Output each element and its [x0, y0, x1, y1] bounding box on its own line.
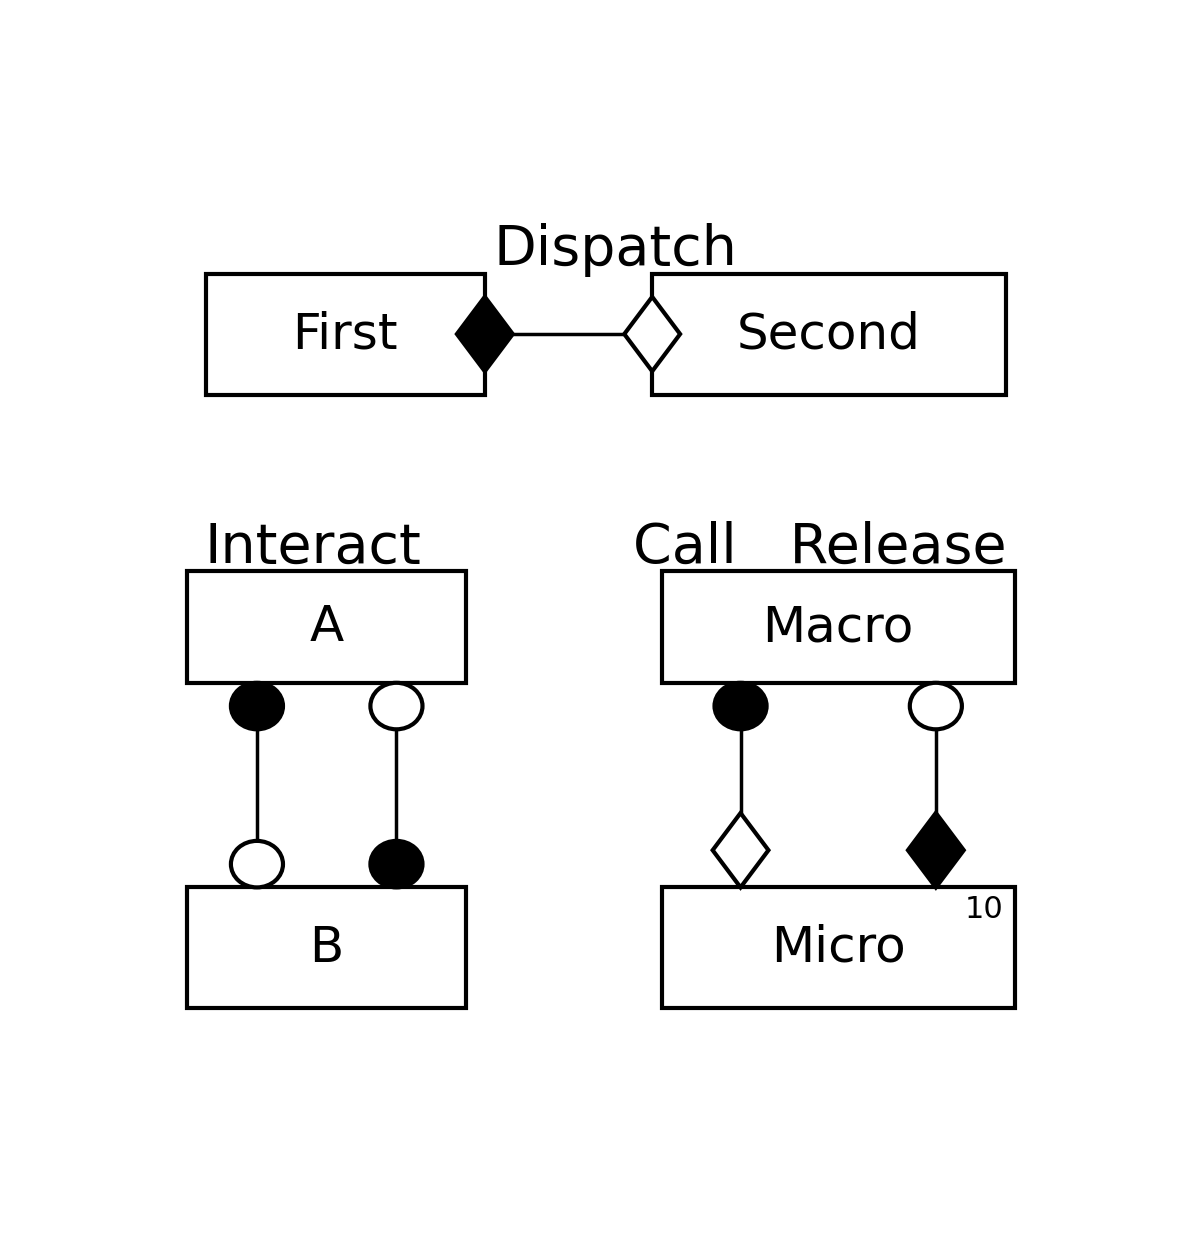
Ellipse shape — [371, 840, 422, 887]
Ellipse shape — [230, 840, 283, 887]
Ellipse shape — [371, 683, 422, 730]
Bar — [187, 571, 466, 683]
Text: Call   Release: Call Release — [632, 520, 1007, 575]
Text: Second: Second — [737, 310, 920, 358]
Text: A: A — [310, 604, 344, 651]
Polygon shape — [908, 813, 964, 887]
Text: Micro: Micro — [770, 924, 906, 971]
Ellipse shape — [714, 683, 767, 730]
Bar — [206, 273, 485, 394]
Text: B: B — [310, 924, 344, 971]
Text: Interact: Interact — [204, 520, 421, 575]
Polygon shape — [624, 297, 680, 372]
Text: Macro: Macro — [762, 604, 914, 651]
Polygon shape — [713, 813, 768, 887]
Text: 10: 10 — [965, 895, 1003, 924]
Bar — [187, 887, 466, 1008]
Polygon shape — [457, 297, 512, 372]
Bar — [661, 887, 1015, 1008]
Bar — [653, 273, 1006, 394]
Ellipse shape — [230, 683, 283, 730]
Text: Dispatch: Dispatch — [493, 223, 737, 277]
Bar — [661, 571, 1015, 683]
Ellipse shape — [910, 683, 962, 730]
Text: First: First — [293, 310, 398, 358]
